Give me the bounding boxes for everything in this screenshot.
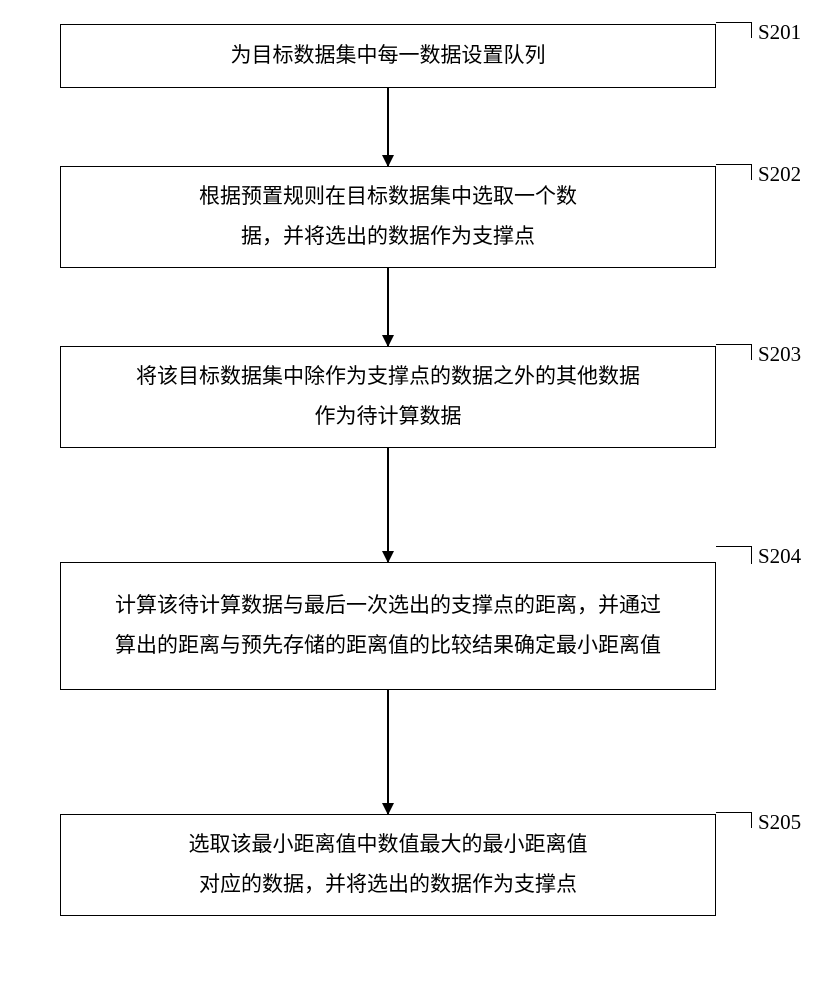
step-label-s205: S205 <box>758 810 801 835</box>
step-label-s203: S203 <box>758 342 801 367</box>
step-text: 将该目标数据集中除作为支撑点的数据之外的其他数据 作为待计算数据 <box>136 357 640 437</box>
label-leader <box>716 22 752 38</box>
step-box-s205: 选取该最小距离值中数值最大的最小距离值 对应的数据，并将选出的数据作为支撑点 <box>60 814 716 916</box>
label-leader <box>716 546 752 564</box>
arrow-head-icon <box>382 803 394 815</box>
step-box-s203: 将该目标数据集中除作为支撑点的数据之外的其他数据 作为待计算数据 <box>60 346 716 448</box>
step-text: 计算该待计算数据与最后一次选出的支撑点的距离，并通过 算出的距离与预先存储的距离… <box>115 586 661 666</box>
connector-arrow <box>387 690 389 814</box>
connector-arrow <box>387 88 389 166</box>
step-box-s204: 计算该待计算数据与最后一次选出的支撑点的距离，并通过 算出的距离与预先存储的距离… <box>60 562 716 690</box>
step-box-s201: 为目标数据集中每一数据设置队列 <box>60 24 716 88</box>
step-label-s202: S202 <box>758 162 801 187</box>
step-text: 选取该最小距离值中数值最大的最小距离值 对应的数据，并将选出的数据作为支撑点 <box>189 825 588 905</box>
step-text: 为目标数据集中每一数据设置队列 <box>231 36 546 76</box>
label-leader <box>716 812 752 828</box>
connector-arrow <box>387 268 389 346</box>
step-box-s202: 根据预置规则在目标数据集中选取一个数 据，并将选出的数据作为支撑点 <box>60 166 716 268</box>
label-leader <box>716 344 752 360</box>
label-leader <box>716 164 752 180</box>
arrow-head-icon <box>382 551 394 563</box>
step-label-s204: S204 <box>758 544 801 569</box>
connector-arrow <box>387 448 389 562</box>
arrow-head-icon <box>382 335 394 347</box>
step-text: 根据预置规则在目标数据集中选取一个数 据，并将选出的数据作为支撑点 <box>199 177 577 257</box>
arrow-head-icon <box>382 155 394 167</box>
step-label-s201: S201 <box>758 20 801 45</box>
